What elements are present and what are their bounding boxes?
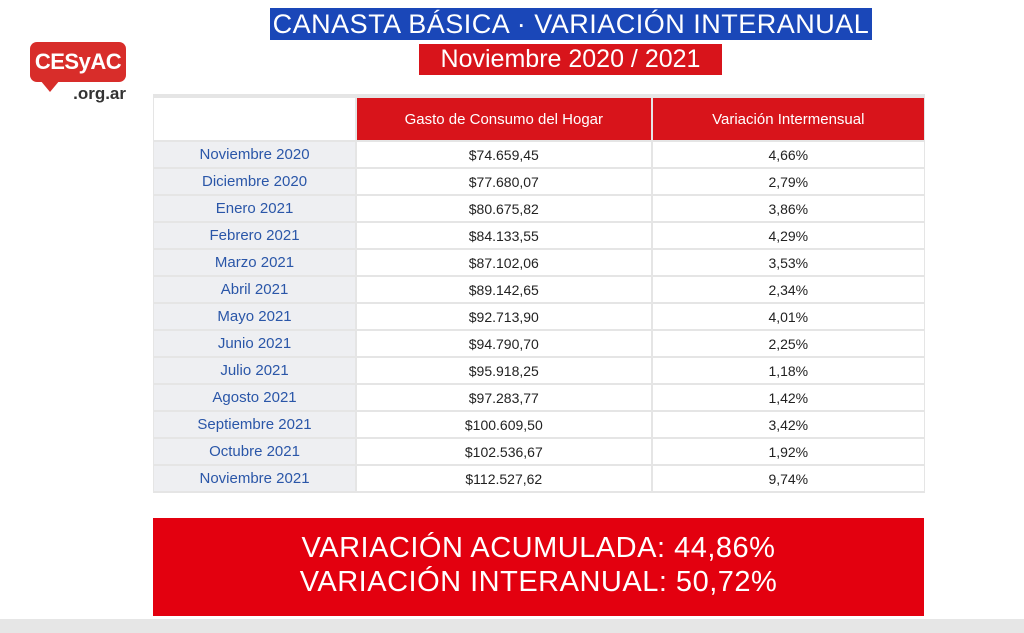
variacion-interanual: VARIACIÓN INTERANUAL: 50,72% — [299, 566, 778, 598]
table-row: Noviembre 2020 $74.659,45 4,66% — [154, 142, 924, 167]
variacion-cell: 2,79% — [652, 169, 924, 194]
column-header-variacion: Variación Intermensual — [652, 98, 924, 140]
table-row: Octubre 2021 $102.536,67 1,92% — [154, 439, 924, 464]
variacion-cell: 4,66% — [652, 142, 924, 167]
variacion-cell: 1,92% — [652, 439, 924, 464]
month-cell: Enero 2021 — [154, 196, 356, 221]
data-table: Gasto de Consumo del Hogar Variación Int… — [152, 96, 926, 493]
variacion-cell: 1,42% — [652, 385, 924, 410]
table-row: Febrero 2021 $84.133,55 4,29% — [154, 223, 924, 248]
table-row: Septiembre 2021 $100.609,50 3,42% — [154, 412, 924, 437]
summary-banner: VARIACIÓN ACUMULADA: 44,86% VARIACIÓN IN… — [153, 518, 924, 616]
month-cell: Junio 2021 — [154, 331, 356, 356]
logo-speech-tail — [40, 80, 60, 92]
month-cell: Agosto 2021 — [154, 385, 356, 410]
logo: CESyAC — [30, 42, 126, 82]
table-header-row: Gasto de Consumo del Hogar Variación Int… — [154, 98, 924, 140]
month-cell: Abril 2021 — [154, 277, 356, 302]
variacion-cell: 1,18% — [652, 358, 924, 383]
gasto-cell: $84.133,55 — [357, 223, 651, 248]
table-row: Mayo 2021 $92.713,90 4,01% — [154, 304, 924, 329]
table-row: Noviembre 2021 $112.527,62 9,74% — [154, 466, 924, 491]
gasto-cell: $95.918,25 — [357, 358, 651, 383]
month-cell: Julio 2021 — [154, 358, 356, 383]
gasto-cell: $74.659,45 — [357, 142, 651, 167]
variacion-cell: 3,53% — [652, 250, 924, 275]
month-cell: Diciembre 2020 — [154, 169, 356, 194]
month-cell: Marzo 2021 — [154, 250, 356, 275]
variacion-cell: 3,86% — [652, 196, 924, 221]
month-cell: Septiembre 2021 — [154, 412, 356, 437]
gasto-cell: $89.142,65 — [357, 277, 651, 302]
bottom-bar — [0, 619, 1024, 633]
gasto-cell: $94.790,70 — [357, 331, 651, 356]
gasto-cell: $92.713,90 — [357, 304, 651, 329]
page-title: CANASTA BÁSICA · VARIACIÓN INTERANUAL — [270, 8, 872, 40]
month-cell: Febrero 2021 — [154, 223, 356, 248]
logo-domain: .org.ar — [73, 84, 126, 103]
month-cell: Noviembre 2020 — [154, 142, 356, 167]
column-header-gasto: Gasto de Consumo del Hogar — [357, 98, 651, 140]
variacion-cell: 4,29% — [652, 223, 924, 248]
variacion-cell: 3,42% — [652, 412, 924, 437]
month-cell: Noviembre 2021 — [154, 466, 356, 491]
table-row: Enero 2021 $80.675,82 3,86% — [154, 196, 924, 221]
data-table-container: Gasto de Consumo del Hogar Variación Int… — [153, 94, 925, 493]
month-cell: Mayo 2021 — [154, 304, 356, 329]
table-row: Diciembre 2020 $77.680,07 2,79% — [154, 169, 924, 194]
table-row: Julio 2021 $95.918,25 1,18% — [154, 358, 924, 383]
gasto-cell: $100.609,50 — [357, 412, 651, 437]
table-row: Agosto 2021 $97.283,77 1,42% — [154, 385, 924, 410]
variacion-cell: 9,74% — [652, 466, 924, 491]
page-subtitle: Noviembre 2020 / 2021 — [419, 44, 722, 75]
variacion-cell: 2,25% — [652, 331, 924, 356]
gasto-cell: $102.536,67 — [357, 439, 651, 464]
column-header-blank — [154, 98, 356, 140]
month-cell: Octubre 2021 — [154, 439, 356, 464]
table-row: Marzo 2021 $87.102,06 3,53% — [154, 250, 924, 275]
gasto-cell: $80.675,82 — [357, 196, 651, 221]
variacion-cell: 4,01% — [652, 304, 924, 329]
gasto-cell: $77.680,07 — [357, 169, 651, 194]
variacion-cell: 2,34% — [652, 277, 924, 302]
table-row: Abril 2021 $89.142,65 2,34% — [154, 277, 924, 302]
table-row: Junio 2021 $94.790,70 2,25% — [154, 331, 924, 356]
variacion-acumulada: VARIACIÓN ACUMULADA: 44,86% — [301, 532, 776, 564]
gasto-cell: $112.527,62 — [357, 466, 651, 491]
gasto-cell: $97.283,77 — [357, 385, 651, 410]
gasto-cell: $87.102,06 — [357, 250, 651, 275]
